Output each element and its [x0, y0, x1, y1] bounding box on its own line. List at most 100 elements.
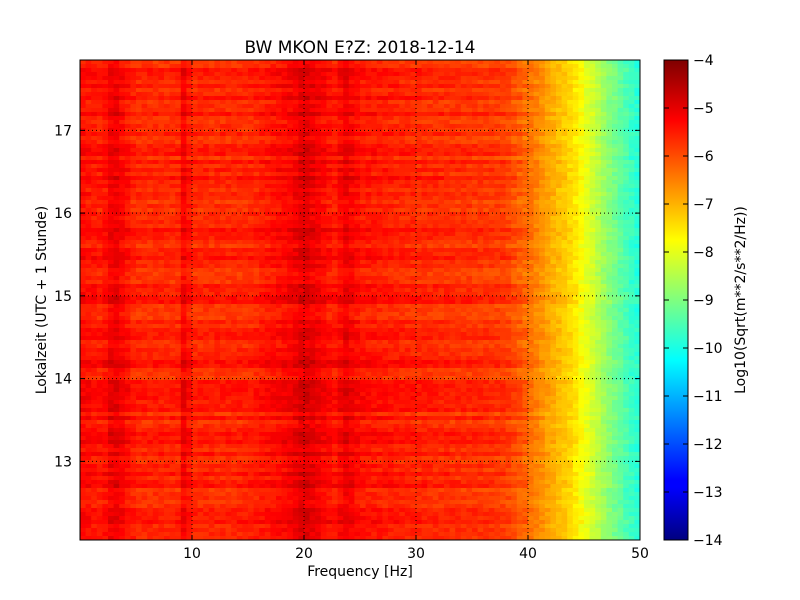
- heatmap-cell: [337, 120, 344, 125]
- heatmap-cell: [460, 108, 467, 113]
- heatmap-cell: [578, 228, 585, 233]
- heatmap-cell: [494, 124, 501, 129]
- heatmap-cell: [371, 72, 378, 77]
- heatmap-cell: [388, 104, 395, 109]
- heatmap-cell: [427, 132, 434, 137]
- heatmap-cell: [180, 64, 187, 69]
- heatmap-cell: [427, 212, 434, 217]
- heatmap-cell: [281, 72, 288, 77]
- heatmap-cell: [186, 172, 193, 177]
- heatmap-cell: [124, 204, 131, 209]
- heatmap-cell: [264, 128, 271, 133]
- heatmap-cell: [332, 164, 339, 169]
- heatmap-cell: [416, 116, 423, 121]
- heatmap-cell: [376, 96, 383, 101]
- heatmap-cell: [108, 148, 115, 153]
- heatmap-cell: [287, 240, 294, 245]
- heatmap-cell: [528, 136, 535, 141]
- heatmap-cell: [124, 184, 131, 189]
- heatmap-cell: [444, 136, 451, 141]
- heatmap-cell: [589, 64, 596, 69]
- heatmap-cell: [281, 156, 288, 161]
- heatmap-cell: [410, 76, 417, 81]
- heatmap-cell: [500, 156, 507, 161]
- heatmap-cell: [264, 72, 271, 77]
- heatmap-cell: [276, 212, 283, 217]
- heatmap-cell: [326, 204, 333, 209]
- heatmap-cell: [550, 72, 557, 77]
- heatmap-cell: [404, 180, 411, 185]
- heatmap-cell: [197, 100, 204, 105]
- heatmap-cell: [483, 132, 490, 137]
- heatmap-cell: [242, 76, 249, 81]
- heatmap-cell: [248, 84, 255, 89]
- heatmap-cell: [304, 80, 311, 85]
- heatmap-cell: [130, 76, 137, 81]
- heatmap-cell: [382, 80, 389, 85]
- heatmap-cell: [102, 252, 109, 257]
- heatmap-cell: [421, 148, 428, 153]
- heatmap-cell: [180, 104, 187, 109]
- heatmap-cell: [544, 84, 551, 89]
- heatmap-cell: [169, 124, 176, 129]
- heatmap-cell: [505, 80, 512, 85]
- heatmap-cell: [242, 80, 249, 85]
- heatmap-cell: [203, 76, 210, 81]
- heatmap-cell: [561, 216, 568, 221]
- heatmap-cell: [539, 88, 546, 93]
- heatmap-cell: [91, 144, 98, 149]
- heatmap-cell: [259, 208, 266, 213]
- heatmap-cell: [466, 132, 473, 137]
- heatmap-cell: [192, 76, 199, 81]
- heatmap-cell: [281, 172, 288, 177]
- heatmap-cell: [404, 252, 411, 257]
- heatmap-cell: [606, 124, 613, 129]
- heatmap-cell: [287, 96, 294, 101]
- heatmap-cell: [348, 244, 355, 249]
- heatmap-cell: [304, 220, 311, 225]
- heatmap-cell: [141, 244, 148, 249]
- heatmap-cell: [124, 232, 131, 237]
- heatmap-cell: [169, 132, 176, 137]
- heatmap-cell: [404, 100, 411, 105]
- heatmap-cell: [348, 176, 355, 181]
- heatmap-cell: [270, 156, 277, 161]
- heatmap-cell: [102, 212, 109, 217]
- heatmap-cell: [595, 184, 602, 189]
- heatmap-cell: [623, 228, 630, 233]
- heatmap-cell: [449, 84, 456, 89]
- heatmap-cell: [584, 76, 591, 81]
- heatmap-cell: [309, 112, 316, 117]
- heatmap-cell: [472, 180, 479, 185]
- heatmap-cell: [124, 100, 131, 105]
- heatmap-cell: [304, 168, 311, 173]
- heatmap-cell: [175, 68, 182, 73]
- heatmap-cell: [578, 172, 585, 177]
- heatmap-cell: [449, 80, 456, 85]
- heatmap-cell: [192, 120, 199, 125]
- heatmap-cell: [175, 156, 182, 161]
- heatmap-cell: [236, 104, 243, 109]
- heatmap-cell: [561, 148, 568, 153]
- heatmap-cell: [225, 208, 232, 213]
- heatmap-cell: [410, 116, 417, 121]
- heatmap-cell: [360, 144, 367, 149]
- heatmap-cell: [528, 128, 535, 133]
- heatmap-cell: [376, 160, 383, 165]
- heatmap-cell: [96, 256, 103, 261]
- heatmap-cell: [371, 184, 378, 189]
- heatmap-cell: [337, 60, 344, 65]
- heatmap-cell: [242, 248, 249, 253]
- heatmap-cell: [578, 116, 585, 121]
- heatmap-cell: [382, 160, 389, 165]
- heatmap-cell: [225, 180, 232, 185]
- heatmap-cell: [236, 204, 243, 209]
- heatmap-cell: [544, 80, 551, 85]
- heatmap-cell: [432, 168, 439, 173]
- heatmap-cell: [544, 72, 551, 77]
- heatmap-cell: [320, 240, 327, 245]
- heatmap-cell: [561, 108, 568, 113]
- heatmap-cell: [130, 120, 137, 125]
- heatmap-cell: [404, 152, 411, 157]
- heatmap-cell: [584, 68, 591, 73]
